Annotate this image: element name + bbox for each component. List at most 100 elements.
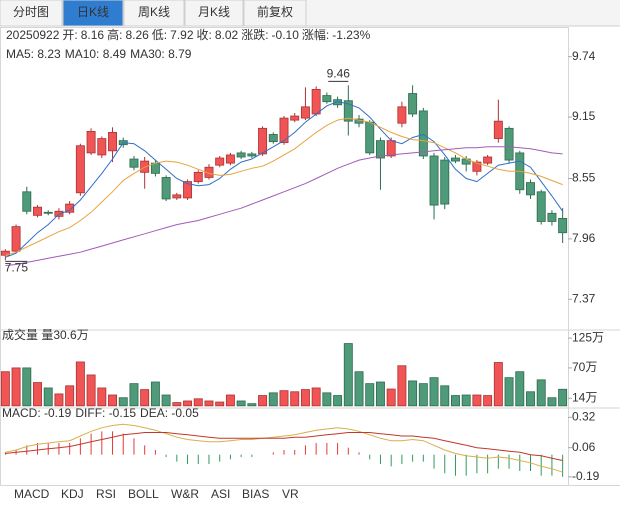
volume-bar (333, 395, 343, 407)
y-tick-label: 7.37 (572, 291, 596, 305)
tab[interactable] (243, 0, 307, 27)
indicator-tab[interactable]: MACD (14, 487, 50, 501)
candle-body (161, 177, 171, 200)
legend-entry: DIFF: -0.15 (75, 406, 136, 420)
candle-body (11, 226, 21, 252)
indicator-tab[interactable]: RSI (96, 487, 116, 501)
volume-bar (268, 392, 278, 407)
candle-body (172, 194, 182, 199)
volume-bar (172, 402, 182, 407)
candle-body (33, 206, 42, 216)
candle-body (247, 153, 257, 157)
tab-label[interactable]: 日K线 (77, 5, 109, 19)
candle-body (483, 156, 493, 164)
volume-bar (225, 394, 235, 407)
indicator-tab[interactable]: KDJ (61, 487, 84, 501)
volume-bar (311, 387, 321, 407)
info-label: 收: (197, 28, 212, 42)
info-label: 高: (107, 27, 122, 42)
candle-body (547, 212, 557, 222)
candle-body (215, 157, 225, 166)
tab[interactable] (184, 0, 244, 27)
candle-body (268, 134, 278, 143)
macd-line (5, 423, 563, 473)
candle-body (429, 155, 439, 206)
candle-body (43, 211, 53, 214)
volume-bar (483, 395, 493, 407)
tab-label[interactable]: 分时图 (13, 5, 49, 19)
info-label: 开: (62, 28, 77, 42)
info-value: -1.23% (332, 28, 370, 42)
candle-body (504, 127, 514, 161)
volume-bar (536, 379, 546, 407)
volume-bar (461, 394, 471, 407)
volume-bar (343, 343, 353, 407)
volume-bar (322, 392, 332, 407)
y-tick-label: 70万 (572, 360, 597, 374)
indicator-tab[interactable]: W&R (171, 487, 199, 501)
volume-bar (429, 377, 439, 407)
volume-bar (300, 389, 310, 407)
indicator-tab[interactable]: BIAS (242, 487, 269, 501)
volume-bar (504, 377, 514, 407)
min-label: 7.75 (5, 261, 29, 275)
candle-body (279, 117, 289, 144)
candle-body (22, 191, 32, 212)
tab[interactable] (123, 0, 185, 27)
tab-label[interactable]: 月K线 (198, 5, 230, 19)
tab[interactable] (62, 0, 124, 27)
volume-bar (440, 385, 450, 407)
y-tick-label: 0.06 (572, 440, 596, 454)
candle-body (365, 121, 375, 154)
candle-body (183, 181, 193, 199)
candle-body (343, 100, 353, 122)
candle-body (526, 182, 535, 196)
candle-body (536, 191, 546, 222)
volume-bar (397, 365, 407, 407)
y-tick-label: 125万 (572, 330, 604, 344)
candle-body (108, 132, 118, 152)
volume-bar (472, 394, 482, 407)
tab-label[interactable]: 周K线 (138, 5, 170, 19)
indicator-tab[interactable]: ASI (211, 487, 230, 501)
volume-bar (150, 381, 160, 407)
info-date: 20250922 (6, 28, 60, 42)
y-tick-label: 9.15 (572, 109, 596, 123)
volume-bar (493, 362, 503, 407)
volume-bar (418, 383, 428, 407)
candle-body (290, 115, 300, 121)
volume-bar (75, 361, 85, 407)
ma-line (5, 146, 563, 266)
volume-bar (450, 395, 460, 407)
candle-body (375, 140, 385, 159)
volume-bar (161, 394, 171, 407)
candle-body (440, 159, 450, 205)
legend-entry: MA10: 8.49 (65, 47, 127, 61)
y-tick-label: 7.96 (572, 231, 596, 245)
volume-bar (258, 395, 268, 407)
candle-body (408, 93, 418, 115)
tab[interactable] (0, 0, 63, 27)
volume-bar (515, 371, 525, 407)
candle-body (193, 171, 203, 182)
indicator-tab[interactable]: BOLL (128, 487, 159, 501)
volume-bar (375, 381, 385, 407)
volume-bar (33, 382, 42, 407)
candle-body (386, 140, 396, 157)
volume-bar (279, 390, 289, 407)
ma-line (5, 117, 563, 256)
candle-body (322, 95, 332, 103)
indicator-tab[interactable]: VR (282, 487, 299, 501)
candle-body (258, 127, 268, 155)
volume-bar (247, 403, 257, 407)
y-tick-label: 8.55 (572, 171, 596, 185)
tab-label[interactable]: 前复权 (257, 4, 293, 19)
candle-body (300, 106, 310, 119)
candle-body (75, 145, 85, 194)
volume-bar (365, 383, 375, 407)
volume-bar (0, 371, 10, 407)
y-tick-label: 0.32 (572, 410, 596, 424)
info-value: 7.92 (170, 28, 194, 42)
volume-title: 成交量 量30.6万 (2, 327, 89, 342)
